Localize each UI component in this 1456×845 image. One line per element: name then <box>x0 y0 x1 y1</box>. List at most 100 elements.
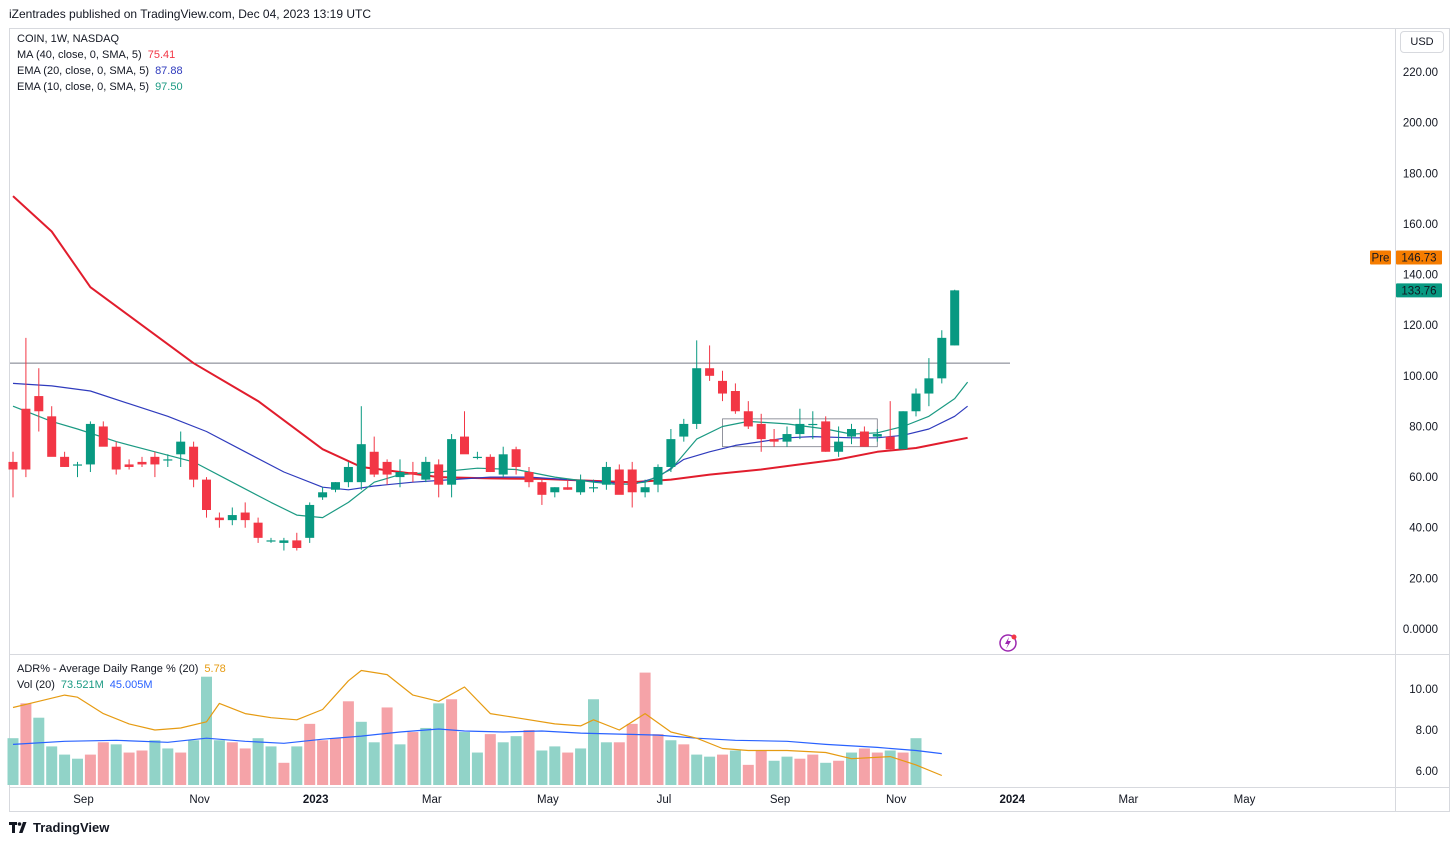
volume-bar <box>407 732 419 785</box>
volume-bar <box>497 742 509 785</box>
symbol-legend[interactable]: COIN, 1W, NASDAQ <box>17 33 119 45</box>
volume-bar <box>613 742 625 785</box>
candle-body <box>434 464 444 485</box>
volume-bar <box>72 758 83 785</box>
adr-label: ADR% - Average Daily Range % (20) <box>17 663 199 675</box>
event-dot <box>1011 634 1017 640</box>
candle-body <box>137 461 147 465</box>
volume-bar <box>742 764 754 785</box>
candle-body <box>34 396 44 412</box>
volume-tick-label: 10.00 <box>1409 684 1438 696</box>
tradingview-logo[interactable]: TradingView <box>9 820 109 835</box>
candle-body <box>718 380 727 394</box>
candle-body <box>85 423 95 465</box>
candle-body <box>460 436 469 455</box>
volume-bar <box>239 748 251 785</box>
chart-frame[interactable] <box>9 28 1450 812</box>
volume-bar <box>201 676 212 785</box>
volume-bar <box>342 701 354 785</box>
candle-body <box>240 512 250 521</box>
candle-body <box>202 479 211 511</box>
volume-bar <box>33 717 45 785</box>
candle-body <box>189 446 199 480</box>
volume-tick-label: 6.00 <box>1416 766 1438 778</box>
volume-bar <box>317 740 329 785</box>
price-tick-label: 80.00 <box>1409 421 1438 433</box>
candle-body <box>292 540 302 548</box>
pane-divider[interactable] <box>9 654 1450 655</box>
volume-bar <box>562 752 574 785</box>
candle-body <box>614 469 624 495</box>
vol-label: Vol (20) <box>17 679 55 691</box>
candle-body <box>98 426 108 447</box>
volume-bar <box>871 752 883 785</box>
volume-bar <box>123 752 135 785</box>
volume-bar <box>884 750 896 785</box>
time-tick-label: Sep <box>770 794 790 806</box>
ma40-line <box>12 195 968 484</box>
last-price-badge <box>1396 283 1442 298</box>
candle-body <box>666 439 676 467</box>
volume-bar <box>420 727 432 785</box>
price-tick-label: 0.0000 <box>1403 624 1438 636</box>
volume-bar <box>175 752 187 785</box>
currency-button[interactable]: USD <box>1400 31 1444 53</box>
candle-body <box>150 456 160 465</box>
candle-body <box>885 436 895 450</box>
volume-bar <box>446 699 458 785</box>
candle-body <box>692 368 702 424</box>
volume-bar <box>588 699 599 785</box>
candle-body <box>369 451 379 475</box>
candle-body <box>679 423 689 437</box>
time-tick-label: Mar <box>1118 794 1138 806</box>
tradingview-logo-icon <box>9 821 27 833</box>
volume-bar <box>794 758 806 785</box>
volume-bar <box>536 750 548 785</box>
volume-bar <box>252 738 264 785</box>
candle-body <box>911 393 921 412</box>
volume-bar <box>510 736 522 785</box>
candle-body <box>653 466 663 485</box>
candle-body <box>498 454 508 475</box>
volume-bar <box>330 738 341 785</box>
volume-bar <box>162 748 174 785</box>
candle-body <box>730 391 740 412</box>
candle-body <box>859 431 869 447</box>
volume-bar <box>665 740 677 785</box>
time-tick-label: 2023 <box>303 794 329 806</box>
candle-body <box>756 423 766 440</box>
ma40-legend[interactable]: MA (40, close, 0, SMA, 5) 75.41 <box>17 49 175 61</box>
candle-body <box>331 482 340 490</box>
candle-body <box>524 472 534 483</box>
candle-body <box>124 464 134 467</box>
volume-bar <box>858 748 870 785</box>
volume-bar <box>213 740 225 785</box>
price-tick-label: 120.00 <box>1403 320 1438 332</box>
volume-bar <box>291 746 303 785</box>
candle-body <box>253 522 263 538</box>
adr-line <box>12 669 943 777</box>
volume-bar <box>7 738 19 785</box>
time-tick-label: May <box>1234 794 1256 806</box>
candle-body <box>485 456 495 473</box>
vol-ma-value: 45.005M <box>109 679 153 691</box>
candle-body <box>937 337 947 379</box>
volume-bar <box>575 748 587 785</box>
price-tick-label: 100.00 <box>1403 371 1438 383</box>
pre-price-value: 146.73 <box>1401 253 1436 265</box>
ema10-label: EMA (10, close, 0, SMA, 5) <box>17 81 150 93</box>
volume-bar <box>278 762 290 785</box>
adr-legend[interactable]: ADR% - Average Daily Range % (20) 5.78 <box>17 663 226 675</box>
volume-bar <box>755 750 767 785</box>
ema20-legend[interactable]: EMA (20, close, 0, SMA, 5) 87.88 <box>17 65 183 77</box>
volume-bar <box>729 750 741 785</box>
volume-bar <box>226 742 238 785</box>
price-tick-label: 60.00 <box>1409 472 1438 484</box>
time-tick-label: Jul <box>657 794 672 806</box>
candle-body <box>356 444 366 483</box>
vol-legend[interactable]: Vol (20) 73.521M 45.005M <box>17 679 153 691</box>
volume-bar <box>110 744 122 785</box>
ema10-legend[interactable]: EMA (10, close, 0, SMA, 5) 97.50 <box>17 81 183 93</box>
candle-body <box>563 487 573 490</box>
